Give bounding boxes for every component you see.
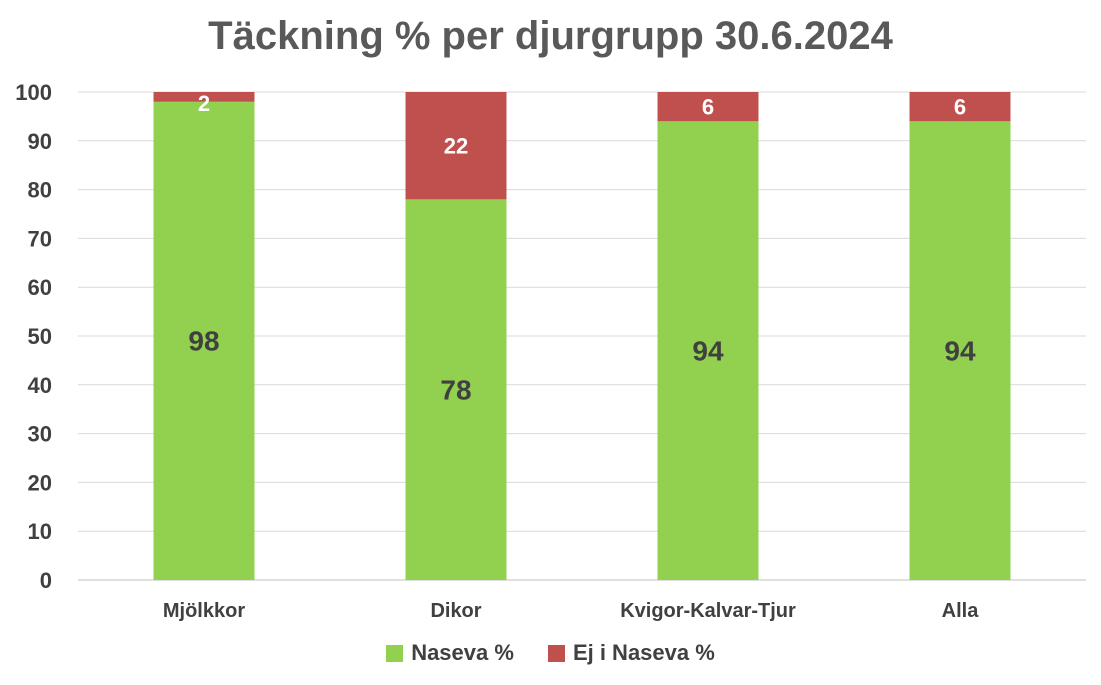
data-label-ej-i-naseva-mj-lkkor: 2: [198, 91, 210, 116]
data-label-naseva-kvigor-kalvar-tjur: 94: [692, 335, 724, 366]
y-tick-100: 100: [15, 80, 52, 105]
y-tick-90: 90: [28, 129, 52, 154]
y-tick-50: 50: [28, 324, 52, 349]
x-category-dikor: Dikor: [430, 600, 481, 622]
y-tick-80: 80: [28, 178, 52, 203]
data-label-naseva-alla: 94: [944, 335, 976, 366]
y-tick-20: 20: [28, 470, 52, 495]
data-label-naseva-dikor: 78: [440, 374, 471, 405]
legend: Naseva % Ej i Naseva %: [0, 640, 1101, 666]
bar-naseva-alla: [909, 121, 1011, 580]
legend-swatch-ej-i-naseva: [547, 644, 565, 662]
y-tick-70: 70: [28, 226, 52, 251]
bar-ej-i-naseva-kvigor-kalvar-tjur: [657, 92, 759, 122]
data-labels: 98 2 78 22 94 6 94 6: [188, 91, 976, 405]
data-label-naseva-mj-lkkor: 98: [188, 326, 219, 357]
legend-swatch-naseva: [386, 644, 404, 662]
x-category-mj-lkkor: Mjölkkor: [163, 600, 245, 622]
y-tick-30: 30: [28, 422, 52, 447]
y-axis-ticks: 0 10 20 30 40 50 60 70 80 90 100: [15, 80, 52, 593]
bar-naseva-dikor: [405, 199, 507, 581]
x-category-kvigor-kalvar-tjur: Kvigor-Kalvar-Tjur: [620, 600, 796, 622]
chart-plot: 0 10 20 30 40 50 60 70 80 90 100 98 2 78 22 94 6 94 6 Mjö…: [15, 80, 1086, 622]
data-label-ej-i-naseva-dikor: 22: [444, 133, 468, 158]
bar-ej-i-naseva-dikor: [405, 92, 507, 200]
legend-label-ej-i-naseva: Ej i Naseva %: [572, 640, 715, 665]
bar-naseva-kvigor-kalvar-tjur: [657, 121, 759, 580]
chart-title: Täckning % per djurgrupp 30.6.2024: [208, 14, 893, 58]
bar-ej-i-naseva-mj-lkkor: [153, 92, 255, 102]
y-tick-60: 60: [28, 275, 52, 300]
data-label-ej-i-naseva-alla: 6: [954, 94, 966, 119]
legend-item-ej-i-naseva: Ej i Naseva %: [547, 640, 715, 666]
x-category-alla: Alla: [942, 600, 980, 622]
y-tick-10: 10: [28, 519, 52, 544]
bars: [153, 92, 1011, 581]
legend-item-naseva: Naseva %: [386, 640, 514, 666]
bar-naseva-mj-lkkor: [153, 101, 255, 580]
data-label-ej-i-naseva-kvigor-kalvar-tjur: 6: [702, 94, 714, 119]
legend-label-naseva: Naseva %: [411, 640, 514, 665]
y-tick-0: 0: [40, 568, 52, 593]
bar-ej-i-naseva-alla: [909, 92, 1011, 122]
y-tick-40: 40: [28, 373, 52, 398]
x-axis-categories: Mjölkkor Dikor Kvigor-Kalvar-Tjur Alla: [163, 600, 979, 622]
